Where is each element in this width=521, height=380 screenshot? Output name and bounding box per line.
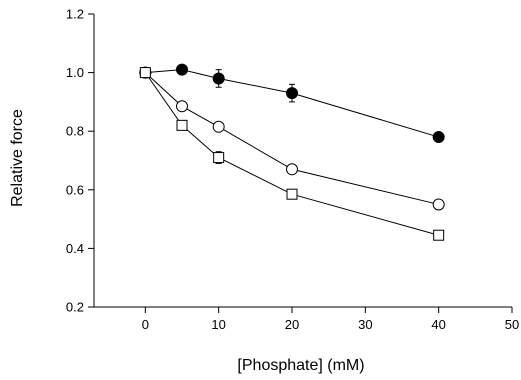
- series-line: [145, 69, 439, 138]
- data-point: [213, 152, 225, 164]
- series-open-square: [139, 67, 445, 241]
- data-point: [176, 119, 188, 131]
- data-point: [212, 120, 225, 133]
- data-point: [433, 229, 445, 241]
- x-tick-label: 50: [505, 317, 519, 332]
- data-point: [139, 67, 151, 79]
- series-layer: [139, 63, 445, 241]
- y-axis-title: Relative force: [9, 109, 26, 207]
- axes: [93, 14, 512, 308]
- y-tick-label: 1.2: [66, 7, 84, 22]
- y-tick-label: 0.8: [66, 124, 84, 139]
- data-point: [176, 63, 188, 76]
- data-point: [286, 163, 298, 176]
- y-tick-label: 0.4: [66, 241, 84, 256]
- x-tick-label: 20: [285, 317, 299, 332]
- data-point: [212, 72, 225, 85]
- data-point: [286, 87, 298, 100]
- x-tick-label: 30: [358, 317, 372, 332]
- x-tick-label: 0: [142, 317, 149, 332]
- y-tick-label: 0.2: [66, 300, 84, 315]
- x-axis-title: [Phosphate] (mM): [237, 357, 364, 374]
- x-axis-ticks: 0 10 20 30 40 50: [142, 307, 519, 332]
- data-point: [432, 131, 445, 144]
- x-tick-label: 40: [431, 317, 445, 332]
- data-point: [176, 100, 188, 113]
- data-point: [286, 188, 298, 200]
- y-tick-label: 1.0: [66, 65, 84, 80]
- x-tick-label: 10: [211, 317, 225, 332]
- y-tick-label: 0.6: [66, 182, 84, 197]
- y-axis-ticks: 0.2 0.4 0.6 0.8 1.0 1.2: [66, 7, 94, 315]
- data-point: [432, 198, 445, 211]
